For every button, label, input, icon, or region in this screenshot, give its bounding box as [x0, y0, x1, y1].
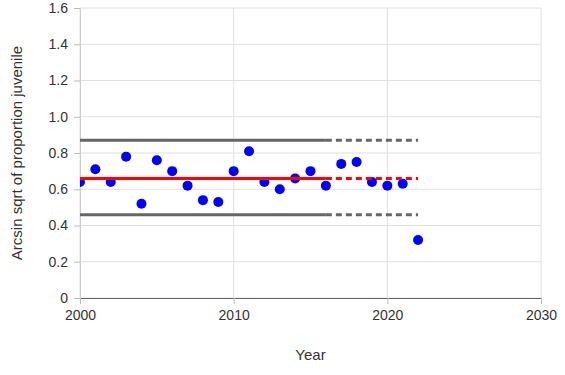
grid-line	[80, 225, 541, 226]
x-axis-line	[81, 299, 542, 305]
point	[183, 181, 193, 191]
y-tick-label: 0.6	[49, 181, 69, 197]
y-tick: 0.2	[49, 254, 80, 270]
point	[229, 166, 239, 176]
grid-line	[80, 189, 541, 190]
point	[306, 166, 316, 176]
point	[336, 159, 346, 169]
point	[90, 164, 100, 174]
line	[80, 177, 326, 180]
y-tick: 1.0	[49, 109, 80, 125]
line	[326, 139, 418, 142]
grid-line	[80, 8, 541, 9]
x-axis: 2000 2010 2020 2030	[65, 298, 557, 323]
x-tick-label: 2010	[219, 307, 250, 323]
y-axis: 0 0.2 0.4 0.6 0.8 1.0 1.2 1.4 1.6	[49, 0, 81, 306]
x-tick-label: 2000	[65, 307, 96, 323]
x-tick: 2000	[65, 298, 96, 323]
line	[80, 139, 326, 142]
y-tick: 0.4	[49, 217, 80, 233]
y-axis-title: Arcsin sqrt of proportion juvenile	[8, 46, 25, 260]
y-tick-mark	[74, 226, 80, 227]
grid-line	[80, 261, 541, 262]
plot: 2000 2010 2020 2030 0 0.2 0.4 0.6 0.8 1.0 1.2 1.4 1.…	[49, 0, 558, 323]
point	[382, 181, 392, 191]
point	[167, 166, 177, 176]
grid	[80, 8, 541, 298]
y-tick-label: 0	[60, 290, 68, 306]
point	[198, 195, 208, 205]
point	[352, 157, 362, 167]
y-tick-mark	[74, 262, 80, 263]
y-tick: 1.2	[49, 72, 80, 88]
y-axis-line	[74, 9, 81, 299]
y-tick-label: 1.2	[49, 72, 69, 88]
line	[326, 177, 418, 180]
y-tick-label: 0.2	[49, 254, 69, 270]
grid-line	[80, 116, 541, 117]
line	[326, 213, 418, 216]
y-tick: 0.8	[49, 145, 80, 161]
y-tick-mark	[74, 298, 80, 299]
y-tick-label: 1.4	[49, 36, 69, 52]
x-axis-title: Year	[295, 346, 325, 363]
line	[80, 213, 326, 216]
x-tick: 2010	[219, 298, 250, 323]
point	[152, 155, 162, 165]
x-tick: 2020	[372, 298, 403, 323]
point	[213, 197, 223, 207]
point	[398, 179, 408, 189]
x-tick-label: 2030	[526, 307, 557, 323]
y-tick-label: 0.8	[49, 145, 69, 161]
y-tick: 0.6	[49, 181, 80, 197]
y-tick-mark	[74, 81, 80, 82]
grid-line	[80, 153, 541, 154]
y-tick-label: 0.4	[49, 217, 69, 233]
y-tick-label: 1.6	[49, 0, 69, 16]
y-tick: 1.4	[49, 36, 80, 52]
x-tick-label: 2020	[372, 307, 403, 323]
y-tick-mark	[74, 153, 80, 154]
x-tick-mark	[234, 298, 235, 304]
point	[136, 199, 146, 209]
point	[244, 146, 254, 156]
y-tick-label: 1.0	[49, 109, 69, 125]
marks	[80, 140, 423, 245]
x-tick-mark	[387, 298, 388, 304]
point	[121, 152, 131, 162]
point	[413, 235, 423, 245]
grid-line	[80, 80, 541, 81]
y-tick: 1.6	[49, 0, 80, 16]
grid-line	[80, 44, 541, 45]
x-tick-mark	[541, 298, 542, 304]
chart: 2000 2010 2020 2030 0 0.2 0.4 0.6 0.8 1.0 1.2 1.4 1.…	[0, 0, 565, 375]
point	[275, 184, 285, 194]
y-tick: 0	[60, 290, 80, 306]
y-tick-mark	[74, 44, 80, 45]
x-tick: 2030	[526, 298, 557, 323]
point	[321, 181, 331, 191]
y-tick-mark	[74, 189, 80, 190]
y-tick-mark	[74, 117, 80, 118]
y-tick-mark	[74, 8, 80, 9]
